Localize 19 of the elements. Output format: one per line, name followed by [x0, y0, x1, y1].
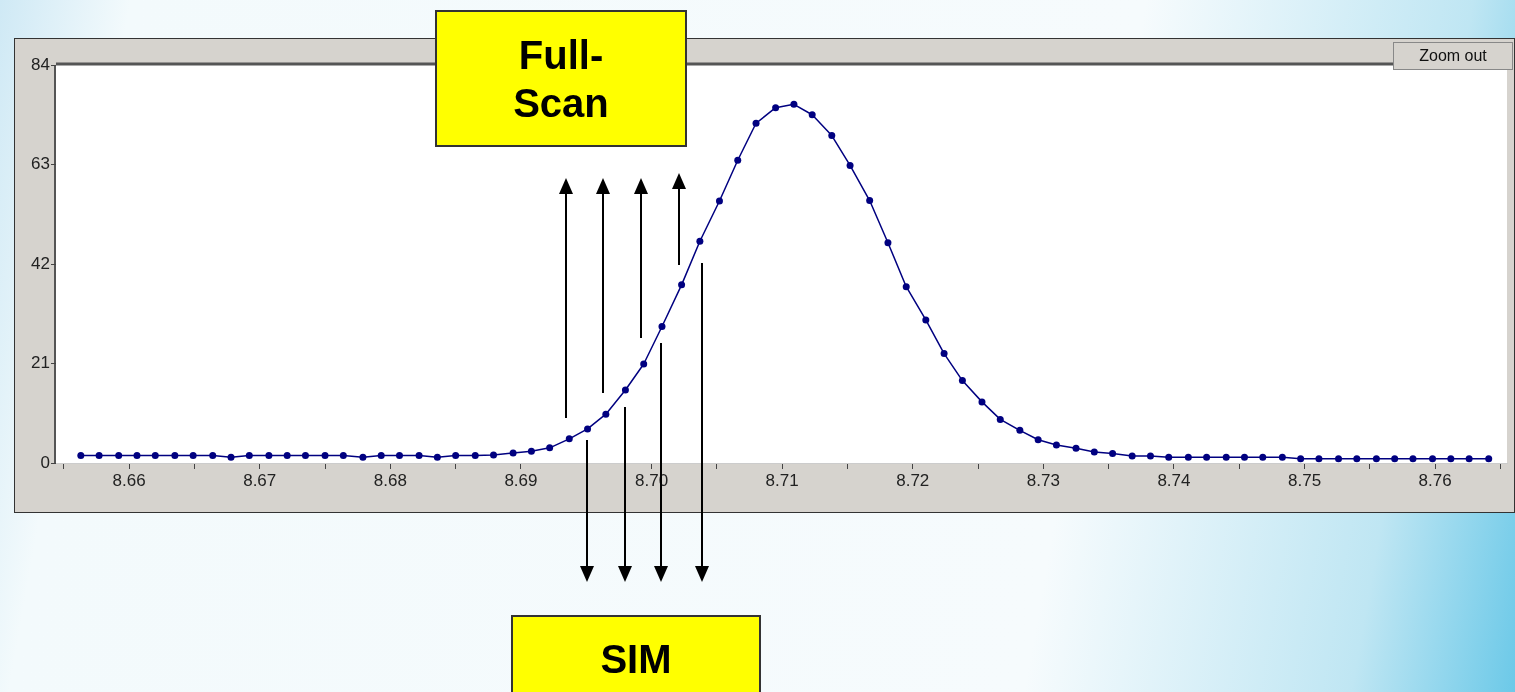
- x-tick-label: 8.73: [1026, 470, 1060, 490]
- x-tick-label: 8.67: [243, 470, 277, 490]
- sim-label-box: SIM: [511, 615, 761, 692]
- x-tick-label: 8.75: [1288, 470, 1322, 490]
- y-tick-label: 0: [40, 452, 50, 472]
- x-tick-label: 8.66: [112, 470, 146, 490]
- y-tick-label: 84: [31, 54, 50, 74]
- y-tick-label: 42: [31, 253, 50, 273]
- x-tick-label: 8.69: [504, 470, 538, 490]
- zoom-out-button: Zoom out: [1393, 42, 1513, 70]
- annotation: Full-Scan: [512, 31, 610, 127]
- x-tick-label: 8.74: [1157, 470, 1191, 490]
- y-tick-label: 21: [31, 353, 50, 373]
- y-tick-label: 63: [31, 154, 50, 174]
- x-tick-label: 8.76: [1418, 470, 1452, 490]
- x-tick-label: 8.71: [765, 470, 799, 490]
- x-tick-label: 8.68: [373, 470, 407, 490]
- x-tick-label: 8.72: [896, 470, 930, 490]
- full-scan-label-box: Full-Scan: [435, 10, 687, 147]
